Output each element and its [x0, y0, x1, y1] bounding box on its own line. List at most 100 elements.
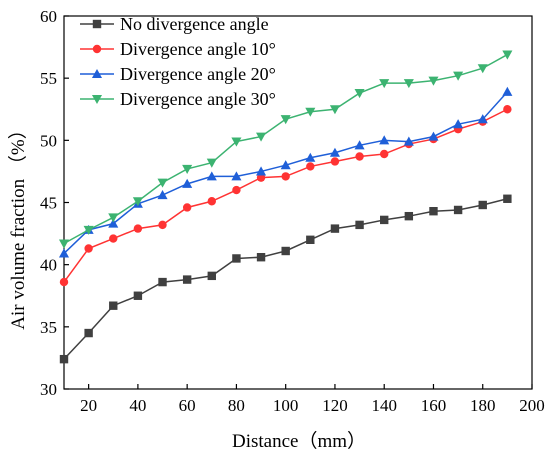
y-tick-label: 60: [40, 7, 57, 26]
data-point: [355, 220, 364, 230]
data-point: [182, 178, 193, 188]
data-point: [306, 162, 315, 171]
x-tick-label: 200: [519, 396, 545, 415]
x-tick-label: 180: [470, 396, 496, 415]
data-point: [502, 50, 513, 60]
series-line: [63, 108, 508, 283]
x-tick-label: 160: [421, 396, 447, 415]
series-line: [63, 198, 508, 360]
data-point: [206, 158, 217, 168]
data-point: [182, 164, 193, 174]
x-tick-label: 140: [371, 396, 397, 415]
data-point: [306, 235, 315, 244]
data-point: [157, 178, 168, 188]
data-point: [207, 197, 216, 206]
series-4: [58, 50, 513, 249]
data-point: [232, 254, 241, 263]
data-point: [132, 197, 143, 207]
data-point: [379, 79, 390, 89]
data-point: [503, 194, 512, 203]
x-tick-label: 100: [273, 396, 299, 415]
legend-marker: [92, 19, 102, 29]
data-point: [453, 71, 464, 81]
data-point: [428, 131, 439, 141]
legend-entry-2: Divergence angle 10°: [80, 39, 276, 59]
x-tick-label: 80: [228, 396, 245, 415]
data-point: [429, 207, 438, 216]
legend-marker: [91, 94, 103, 105]
data-point: [182, 203, 192, 212]
data-point: [83, 225, 94, 235]
data-point: [453, 119, 464, 129]
data-point: [330, 224, 340, 233]
data-point: [58, 248, 70, 258]
series-1: [59, 194, 512, 364]
data-point: [157, 190, 168, 200]
data-point: [354, 140, 365, 150]
data-point: [231, 171, 242, 181]
data-point: [256, 132, 267, 142]
data-point: [256, 166, 267, 176]
data-point: [256, 173, 266, 182]
x-tick-label: 40: [129, 396, 146, 415]
legend-label: Divergence angle 20°: [120, 64, 276, 84]
data-point: [207, 271, 216, 281]
data-point: [158, 220, 167, 230]
data-point: [503, 105, 512, 114]
data-point: [428, 76, 439, 86]
data-point: [59, 277, 69, 287]
data-point: [305, 152, 316, 162]
data-point: [58, 239, 70, 249]
data-point: [355, 152, 364, 161]
data-point: [108, 218, 119, 228]
data-point: [404, 211, 414, 221]
y-tick-label: 40: [40, 256, 57, 275]
y-tick-label: 35: [40, 318, 57, 337]
y-tick-label: 55: [40, 69, 57, 88]
data-point: [256, 253, 266, 262]
legend-entry-1: No divergence angle: [80, 14, 269, 34]
y-tick-label: 45: [40, 194, 57, 213]
y-axis-title: Air volume fraction （%）: [7, 120, 29, 329]
x-tick-label: 60: [179, 396, 196, 415]
data-point: [281, 172, 290, 181]
data-point: [502, 86, 513, 96]
series-2: [59, 105, 512, 287]
data-point: [477, 64, 488, 74]
legend-entry-3: Divergence angle 20°: [80, 64, 276, 84]
series-3: [58, 86, 513, 258]
x-axis-title: Distance（mm）: [232, 430, 366, 452]
data-point: [380, 149, 389, 159]
data-point: [206, 171, 217, 181]
data-point: [330, 157, 340, 166]
data-point: [133, 291, 143, 300]
data-point: [84, 244, 93, 253]
data-point: [280, 160, 291, 170]
data-point: [453, 205, 463, 215]
data-point: [84, 328, 93, 338]
data-point: [329, 105, 340, 115]
data-point: [231, 137, 242, 147]
legend-label: Divergence angle 10°: [120, 39, 276, 59]
data-point: [59, 354, 69, 364]
legend: No divergence angle Divergence angle 10° D…: [80, 14, 276, 109]
y-tick-label: 50: [40, 131, 57, 150]
data-point: [354, 89, 365, 99]
data-point: [158, 277, 167, 287]
data-point: [403, 136, 414, 146]
data-point: [281, 246, 290, 256]
data-point: [109, 234, 118, 243]
legend-label: Divergence angle 30°: [120, 89, 276, 109]
legend-label: No divergence angle: [120, 14, 269, 34]
y-tick-label: 30: [40, 380, 57, 399]
data-point: [108, 213, 119, 223]
data-point: [305, 107, 316, 117]
data-point: [379, 135, 390, 145]
data-point: [329, 147, 340, 157]
x-tick-label: 20: [80, 396, 97, 415]
data-point: [478, 200, 487, 210]
data-point: [133, 224, 143, 233]
data-point: [280, 115, 291, 125]
data-point: [232, 185, 241, 195]
